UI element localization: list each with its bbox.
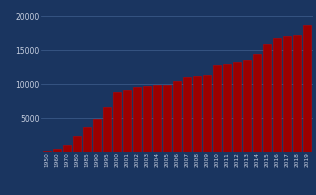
Bar: [113, 92, 121, 152]
Bar: [153, 85, 161, 152]
Bar: [183, 77, 191, 152]
Bar: [213, 65, 221, 152]
Bar: [123, 90, 131, 152]
Bar: [143, 86, 151, 152]
Bar: [133, 88, 141, 152]
Bar: [283, 36, 291, 152]
Bar: [103, 106, 111, 152]
Bar: [293, 35, 301, 152]
Bar: [223, 64, 231, 152]
Bar: [173, 81, 181, 152]
Bar: [83, 127, 91, 152]
Bar: [163, 85, 171, 152]
Bar: [253, 54, 261, 152]
Bar: [193, 76, 201, 152]
Bar: [303, 25, 311, 152]
Bar: [243, 60, 251, 152]
Bar: [53, 149, 61, 152]
Bar: [93, 120, 101, 152]
Bar: [73, 136, 81, 152]
Bar: [63, 145, 71, 152]
Bar: [203, 74, 211, 152]
Bar: [273, 38, 281, 152]
Bar: [233, 62, 241, 152]
Bar: [263, 44, 271, 152]
